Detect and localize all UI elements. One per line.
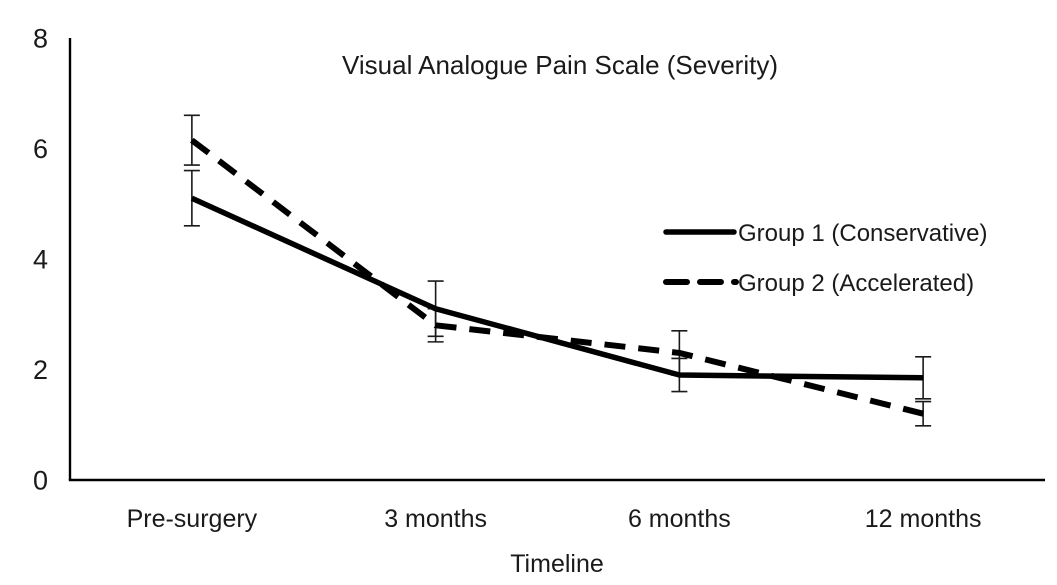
series-line-group-1 — [190, 195, 924, 381]
series-lines-group — [190, 137, 924, 417]
axis-labels-group: 0 2 4 6 8 Pre-surgery 3 months 6 months 12 month… — [33, 24, 982, 534]
legend-label-group-2: Group 2 (Accelerated) — [738, 270, 974, 297]
error-bar — [915, 355, 932, 400]
y-tick-label: 2 — [33, 355, 48, 385]
y-tick-label: 6 — [33, 134, 48, 164]
chart-title: Visual Analogue Pain Scale (Severity) — [342, 50, 778, 80]
y-tick-label: 4 — [33, 245, 48, 275]
x-axis-title: Timeline — [510, 550, 604, 578]
y-tick-label: 0 — [33, 466, 48, 496]
x-category-label: Pre-surgery — [127, 505, 258, 533]
y-tick-label: 8 — [33, 24, 48, 54]
legend-label-group-1: Group 1 (Conservative) — [738, 220, 987, 247]
x-category-label: 3 months — [384, 505, 487, 533]
series-line-group-2 — [190, 137, 924, 417]
x-category-label: 6 months — [628, 505, 731, 533]
x-category-label: 12 months — [865, 505, 982, 533]
legend: Group 1 (Conservative) Group 2 (Accelera… — [663, 220, 987, 297]
